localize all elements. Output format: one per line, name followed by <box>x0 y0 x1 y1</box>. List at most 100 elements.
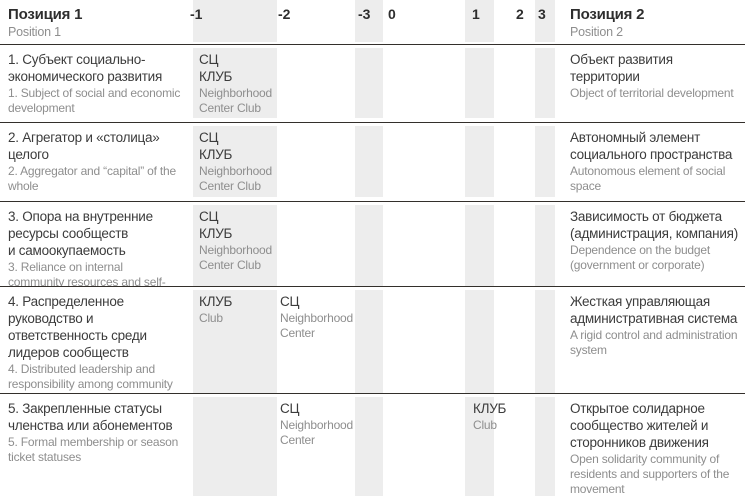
scale-cell-minus-2 <box>277 123 355 201</box>
scale-cell-0 <box>383 287 465 393</box>
scale-label: 2 <box>516 6 524 22</box>
column-band <box>355 397 383 496</box>
position-2-cell: Зависимость от бюджета (администрация, к… <box>560 202 745 286</box>
column-band <box>355 0 383 42</box>
scale-header-plus-3: 3 <box>535 0 560 44</box>
position-2-cell: Автономный элемент социального пространс… <box>560 123 745 201</box>
scale-cell-plus-3 <box>535 202 560 286</box>
scale-label: 1 <box>472 6 480 22</box>
scale-cell-plus-3 <box>535 45 560 122</box>
scale-cell-minus-1 <box>188 394 277 496</box>
position-1-title: Позиция 1 <box>8 6 83 23</box>
cell-text-ru: СЦ КЛУБ <box>199 209 233 241</box>
scale-cell-minus-1: СЦ КЛУБ Neighborhood Center Club <box>188 45 277 122</box>
table-row-4: 4. Распределенное руководство и ответств… <box>0 286 745 393</box>
position-1-cell: 1. Субъект социально-экономического разв… <box>0 45 188 122</box>
column-band <box>355 290 383 393</box>
cell-text-en: Open solidarity community of residents a… <box>570 452 730 496</box>
cell-text-ru: СЦ КЛУБ <box>199 52 233 84</box>
cell-text-ru: Зависимость от бюджета (администрация, к… <box>570 209 738 241</box>
position-2-subtitle: Position 2 <box>570 25 623 39</box>
column-band <box>465 397 494 496</box>
scale-cell-minus-2: СЦ Neighborhood Center <box>277 287 355 393</box>
position-1-cell: 2. Агрегатор и «столица» целого 2. Aggre… <box>0 123 188 201</box>
scale-cell-minus-1: СЦ КЛУБ Neighborhood Center Club <box>188 202 277 286</box>
scale-cell-minus-3 <box>355 287 383 393</box>
cell-text-en: Dependence on the budget (government or … <box>570 243 710 272</box>
header-position-2: Позиция 2 Position 2 <box>560 0 745 44</box>
cell-text-en: 3. Reliance on internal community resour… <box>8 260 166 286</box>
scale-cell-minus-1: СЦ КЛУБ Neighborhood Center Club <box>188 123 277 201</box>
scale-cell-plus-1 <box>465 45 494 122</box>
cell-text-ru: СЦ <box>280 294 300 309</box>
cell-text-ru: Открытое солидарное сообщество жителей и… <box>570 401 709 450</box>
scale-cell-plus-3 <box>535 287 560 393</box>
scale-header-plus-1: 1 <box>465 0 494 44</box>
scale-cell-plus-3 <box>535 123 560 201</box>
scale-header-minus-3: -3 <box>355 0 383 44</box>
table-header-row: Позиция 1 Position 1 -1 -2 -3 0 1 2 3 По… <box>0 0 745 44</box>
position-1-cell: 4. Распределенное руководство и ответств… <box>0 287 188 393</box>
cell-text-ru: Объект развития территории <box>570 52 673 84</box>
cell-text-en: Club <box>473 418 497 432</box>
cell-text-en: 5. Formal membership or season ticket st… <box>8 435 179 464</box>
cell-text-en: Neighborhood Center <box>280 311 353 340</box>
position-1-cell: 3. Опора на внутренние ресурсы сообществ… <box>0 202 188 286</box>
cell-text-en: Object of territorial development <box>570 86 734 100</box>
position-1-subtitle: Position 1 <box>8 25 61 39</box>
position-2-title: Позиция 2 <box>570 6 645 23</box>
scale-cell-minus-3 <box>355 202 383 286</box>
scale-label: -1 <box>190 6 203 22</box>
cell-text-en: Club <box>199 311 223 325</box>
position-1-cell: 5. Закрепленные статусы членства или або… <box>0 394 188 496</box>
cell-text-en: A rigid control and administration syste… <box>570 328 738 357</box>
scale-cell-0 <box>383 202 465 286</box>
column-band <box>535 205 555 286</box>
scale-label: -2 <box>278 6 291 22</box>
scale-cell-minus-3 <box>355 123 383 201</box>
scale-cell-minus-2 <box>277 45 355 122</box>
cell-text-en: Neighborhood Center Club <box>199 164 272 193</box>
scale-header-plus-2: 2 <box>494 0 535 44</box>
scale-label: 3 <box>538 6 546 22</box>
scale-cell-plus-1 <box>465 287 494 393</box>
column-band <box>465 126 494 197</box>
cell-text-ru: 5. Закрепленные статусы членства или або… <box>8 401 173 433</box>
scale-header-minus-2: -2 <box>277 0 355 44</box>
cell-text-ru: СЦ <box>280 401 300 416</box>
scale-header-minus-1: -1 <box>188 0 277 44</box>
table-row-5: 5. Закрепленные статусы членства или або… <box>0 393 745 496</box>
scale-header-0: 0 <box>383 0 465 44</box>
scale-cell-plus-2 <box>494 123 535 201</box>
scale-label: -3 <box>358 6 371 22</box>
cell-text-ru: КЛУБ <box>473 401 507 416</box>
scale-cell-minus-3 <box>355 45 383 122</box>
scale-cell-plus-1: КЛУБ Club <box>465 394 507 496</box>
column-band <box>193 397 277 496</box>
position-2-cell: Жесткая управляющая административная сис… <box>560 287 745 393</box>
scale-cell-plus-2 <box>494 287 535 393</box>
cell-text-ru: 1. Субъект социально-экономического разв… <box>8 52 163 84</box>
cell-text-ru: 4. Распределенное руководство и ответств… <box>8 294 147 360</box>
scale-cell-plus-2 <box>494 45 535 122</box>
cell-text-en: 2. Aggregator and “capital” of the whole <box>8 164 176 193</box>
scale-cell-minus-2 <box>277 202 355 286</box>
table-row-1: 1. Субъект социально-экономического разв… <box>0 44 745 122</box>
column-band <box>355 126 383 197</box>
cell-text-en: Neighborhood Center <box>280 418 353 447</box>
cell-text-ru: СЦ КЛУБ <box>199 130 233 162</box>
cell-text-en: Autonomous element of social space <box>570 164 726 193</box>
column-band <box>193 205 277 286</box>
column-band <box>465 0 494 42</box>
column-band <box>193 0 277 42</box>
position-2-cell: Объект развития территории Object of ter… <box>560 45 745 122</box>
scale-cell-minus-2: СЦ Neighborhood Center <box>277 394 355 496</box>
column-band <box>193 48 277 118</box>
scale-cell-0 <box>383 45 465 122</box>
scale-cell-minus-3 <box>355 394 383 496</box>
cell-text-ru: Жесткая управляющая административная сис… <box>570 294 738 326</box>
scale-cell-plus-2 <box>494 202 535 286</box>
cell-text-en: 4. Distributed leadership and responsibi… <box>8 362 173 393</box>
scale-cell-0 <box>383 123 465 201</box>
cell-text-ru: 2. Агрегатор и «столица» целого <box>8 130 160 162</box>
